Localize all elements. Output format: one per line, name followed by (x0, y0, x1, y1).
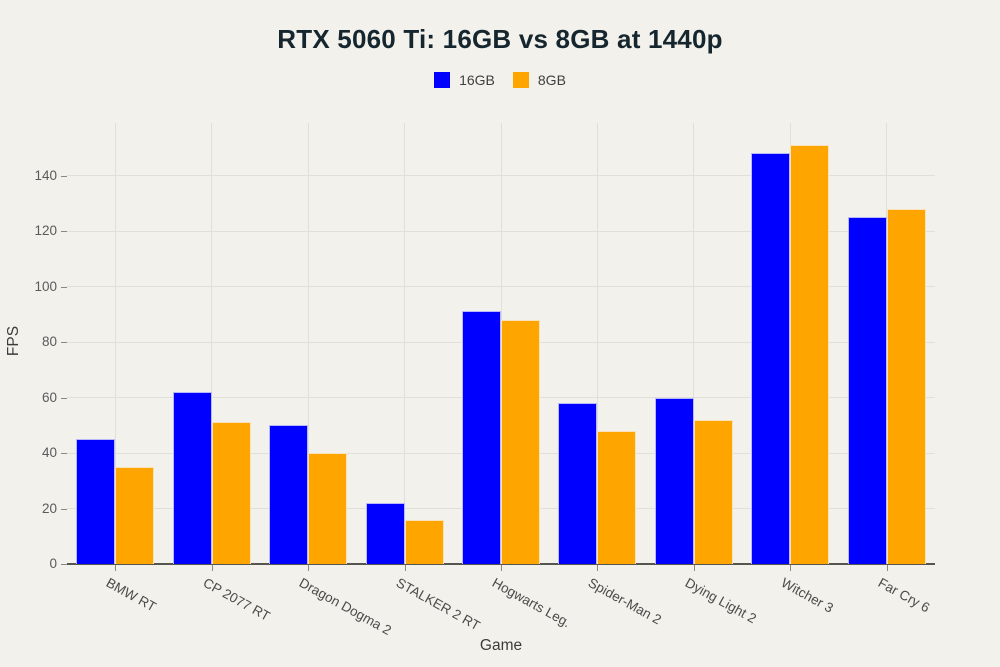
plot-area (67, 120, 935, 565)
x-tick-mark (115, 565, 117, 571)
bar-group (260, 120, 356, 564)
y-tick-mark (61, 231, 67, 232)
y-tick-label: 0 (49, 556, 57, 571)
x-tick-mark (501, 565, 502, 571)
v-gridline (596, 123, 598, 564)
chart-title: RTX 5060 Ti: 16GB vs 8GB at 1440p (277, 24, 723, 54)
bar-group (742, 120, 838, 564)
v-gridline (307, 123, 309, 564)
bar-16gb-witcher-3 (751, 153, 791, 564)
x-tick-label: Witcher 3 (779, 575, 837, 616)
bar-16gb-hogwarts-leg- (461, 311, 501, 564)
y-tick-mark (61, 397, 67, 399)
bar-16gb-dying-light-2 (654, 397, 694, 564)
bar-group (356, 120, 452, 564)
y-tick-label: 40 (41, 445, 57, 460)
y-tick-label: 80 (41, 334, 57, 349)
bar-8gb-witcher-3 (790, 144, 830, 564)
x-tick-label: STALKER 2 RT (393, 575, 483, 634)
bar-8gb-bmw-rt (115, 466, 155, 564)
y-tick-label: 60 (41, 389, 57, 405)
v-gridline (404, 123, 406, 564)
bar-group (549, 120, 645, 564)
x-tick-mark (790, 565, 792, 571)
legend: 16GB 8GB (0, 72, 1000, 88)
legend-swatch-16gb (434, 72, 451, 88)
x-tick-mark (597, 565, 599, 571)
x-tick-label: Dying Light 2 (682, 575, 759, 627)
x-tick-label: CP 2077 RT (200, 575, 273, 624)
legend-item: 8GB (512, 72, 566, 88)
x-tick-label: BMW RT (103, 575, 159, 615)
bar-16gb-cp-2077-rt (172, 391, 212, 564)
bar-16gb-stalker-2-rt (365, 502, 405, 564)
x-axis-title: Game (479, 637, 523, 654)
y-tick-mark (61, 286, 67, 288)
y-tick-label: 140 (34, 167, 57, 183)
legend-label: 8GB (537, 72, 566, 88)
y-tick-label: 20 (41, 500, 57, 516)
bar-16gb-far-cry-6 (847, 217, 887, 564)
x-tick-mark (308, 565, 310, 571)
v-gridline (114, 123, 116, 564)
x-tick-label: Spider-Man 2 (586, 575, 665, 628)
bar-8gb-dragon-dogma-2 (308, 453, 348, 564)
bar-16gb-spider-man-2 (558, 403, 598, 564)
legend-item: 16GB (434, 72, 495, 88)
bar-16gb-bmw-rt (76, 439, 116, 564)
legend-label: 16GB (459, 72, 495, 88)
bar-16gb-dragon-dogma-2 (269, 425, 309, 564)
y-tick-mark (61, 453, 67, 454)
y-tick-mark (61, 508, 67, 510)
bar-8gb-dying-light-2 (693, 419, 733, 564)
bar-group (163, 120, 259, 564)
x-tick-mark (693, 565, 695, 571)
bar-group (67, 120, 163, 564)
y-tick-mark (61, 564, 67, 565)
v-gridline (693, 123, 695, 564)
x-tick-mark (404, 565, 406, 571)
y-tick-mark (61, 342, 67, 343)
x-tick-mark (211, 565, 213, 571)
y-tick-label: 100 (34, 278, 57, 294)
x-axis-line (67, 563, 935, 565)
y-tick-mark (61, 175, 67, 177)
x-tick-label: Dragon Dogma 2 (296, 575, 395, 638)
x-tick-label: Hogwarts Leg. (489, 575, 574, 631)
bar-8gb-hogwarts-leg- (500, 319, 540, 564)
bar-8gb-spider-man-2 (597, 430, 637, 564)
bar-8gb-far-cry-6 (886, 208, 926, 564)
bar-group (646, 120, 742, 564)
bar-group (839, 120, 935, 564)
legend-swatch-8gb (512, 72, 529, 88)
bar-8gb-stalker-2-rt (404, 519, 444, 564)
bar-group (453, 120, 549, 564)
x-tick-label: Far Cry 6 (875, 575, 932, 616)
y-tick-label: 120 (34, 223, 57, 238)
v-gridline (211, 123, 213, 564)
bar-8gb-cp-2077-rt (211, 422, 251, 564)
x-tick-mark (886, 565, 888, 571)
